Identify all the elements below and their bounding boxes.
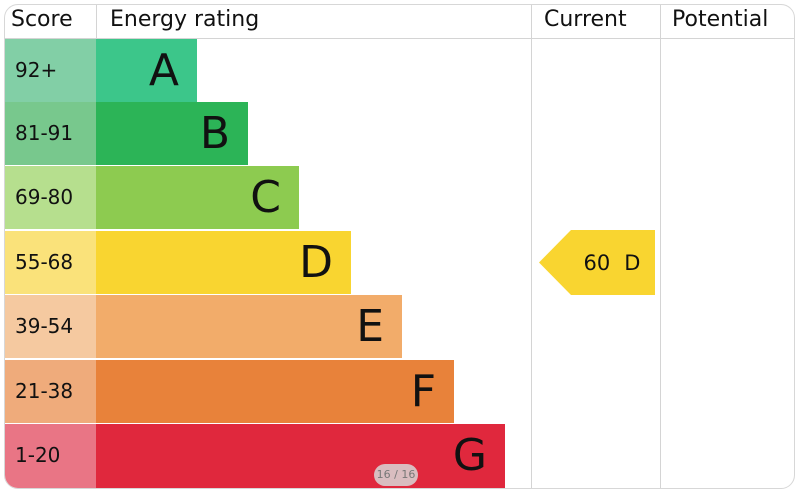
current-rating-arrow: 60 D [539,230,655,295]
score-cell-f: 21-38 [5,360,96,423]
score-cell-d: 55-68 [5,231,96,294]
rating-bar-g: G [96,424,505,488]
current-header: Current [544,7,627,32]
current-column-divider [531,5,532,488]
rating-bar-c: C [96,166,299,229]
potential-header: Potential [672,7,769,32]
score-cell-c: 69-80 [5,166,96,229]
header-divider [96,5,97,39]
score-cell-g: 1-20 [5,424,96,488]
energy-rating-header: Energy rating [110,7,260,32]
rating-bar-b: B [96,102,248,165]
rating-bar-f: F [96,360,454,423]
score-cell-e: 39-54 [5,295,96,358]
page-indicator: 16 / 16 [374,464,418,486]
score-cell-a: 92+ [5,39,96,102]
energy-rating-chart: Score Energy rating Current Potential 92… [4,4,795,489]
current-rating-value: 60 [583,250,611,275]
header-bottom-line [5,38,794,39]
potential-column-divider [660,5,661,488]
current-rating-letter: D [624,250,641,275]
score-header: Score [11,7,73,32]
rating-bar-d: D [96,231,351,294]
rating-bar-a: A [96,39,197,102]
score-cell-b: 81-91 [5,102,96,165]
rating-bar-e: E [96,295,402,358]
